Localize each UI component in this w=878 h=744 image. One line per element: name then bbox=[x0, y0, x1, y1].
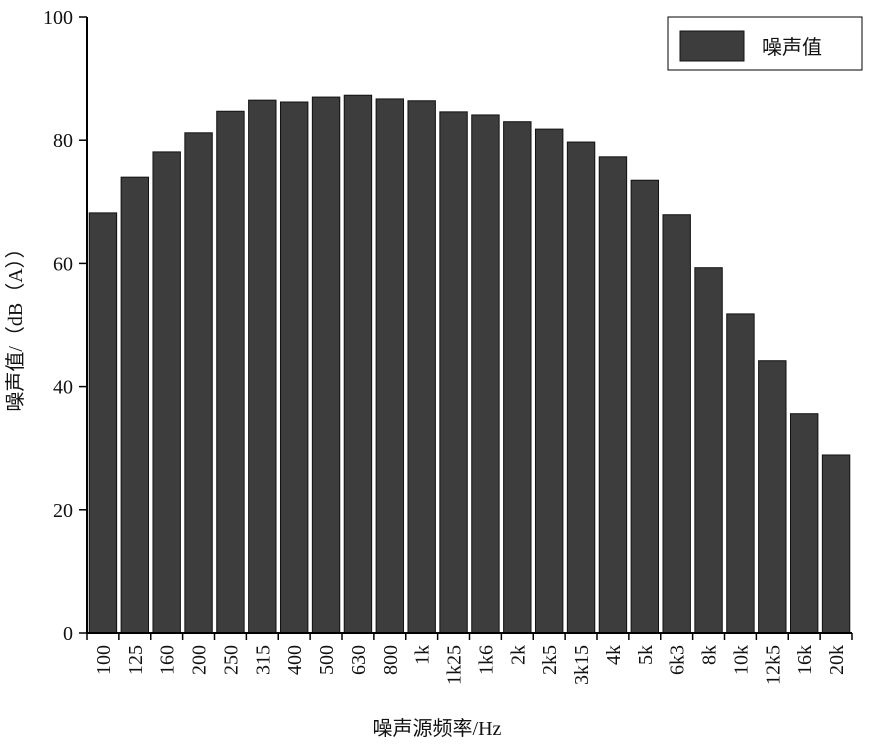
x-tick-label: 250 bbox=[220, 645, 242, 675]
x-tick-label: 315 bbox=[252, 645, 274, 675]
bar bbox=[503, 121, 532, 634]
bar bbox=[343, 94, 373, 634]
x-tick-label: 4k bbox=[603, 645, 625, 665]
bar bbox=[120, 176, 150, 634]
bar bbox=[534, 128, 564, 634]
x-tick-label: 630 bbox=[348, 645, 370, 675]
bar bbox=[216, 110, 245, 634]
x-tick-label: 100 bbox=[93, 645, 115, 675]
x-tick-label: 2k5 bbox=[539, 645, 561, 675]
bar bbox=[439, 111, 468, 634]
x-tick-label: 20k bbox=[826, 645, 848, 675]
bar bbox=[821, 454, 851, 634]
y-axis-title: 噪声值/（dB（A）） bbox=[4, 238, 27, 411]
bar bbox=[184, 132, 213, 634]
bar bbox=[88, 212, 118, 634]
x-tick-label: 125 bbox=[125, 645, 147, 675]
legend-swatch bbox=[679, 30, 745, 62]
y-tick-label: 0 bbox=[63, 623, 73, 645]
x-tick-label: 1k6 bbox=[475, 645, 497, 675]
bar bbox=[375, 98, 405, 634]
bar bbox=[758, 360, 787, 634]
x-tick-label: 10k bbox=[730, 645, 752, 675]
y-tick-label: 80 bbox=[53, 130, 73, 152]
y-tick-label: 100 bbox=[43, 7, 73, 29]
bar bbox=[566, 141, 596, 634]
bar bbox=[789, 413, 819, 634]
x-tick-label: 3k15 bbox=[571, 645, 593, 685]
bar bbox=[694, 267, 723, 634]
x-tick-label: 16k bbox=[794, 645, 816, 675]
x-tick-label: 6k3 bbox=[667, 645, 689, 675]
x-tick-label: 8k bbox=[699, 645, 721, 665]
y-tick-label: 60 bbox=[53, 253, 73, 275]
x-tick-label: 500 bbox=[316, 645, 338, 675]
y-tick-label: 20 bbox=[53, 500, 73, 522]
bar bbox=[311, 96, 341, 634]
bar bbox=[726, 313, 755, 634]
legend-label: 噪声值 bbox=[762, 36, 822, 59]
x-tick-label: 800 bbox=[380, 645, 402, 675]
x-tick-label: 1k bbox=[412, 645, 434, 665]
y-tick-label: 40 bbox=[53, 377, 73, 399]
x-tick-label: 160 bbox=[157, 645, 179, 675]
bar bbox=[598, 156, 628, 634]
x-axis-title: 噪声源频率/Hz bbox=[373, 717, 502, 740]
x-tick-label: 400 bbox=[284, 645, 306, 675]
bar bbox=[471, 114, 500, 634]
x-tick-label: 200 bbox=[189, 645, 211, 675]
bar bbox=[662, 214, 691, 634]
x-tick-label: 1k25 bbox=[444, 645, 466, 685]
bar bbox=[152, 151, 181, 634]
x-tick-label: 5k bbox=[635, 645, 657, 665]
x-tick-label: 12k5 bbox=[762, 645, 784, 685]
bar bbox=[248, 99, 277, 634]
bar bbox=[630, 179, 660, 634]
x-tick-label: 2k bbox=[507, 645, 529, 665]
bar bbox=[407, 100, 436, 634]
bar bbox=[279, 101, 309, 634]
